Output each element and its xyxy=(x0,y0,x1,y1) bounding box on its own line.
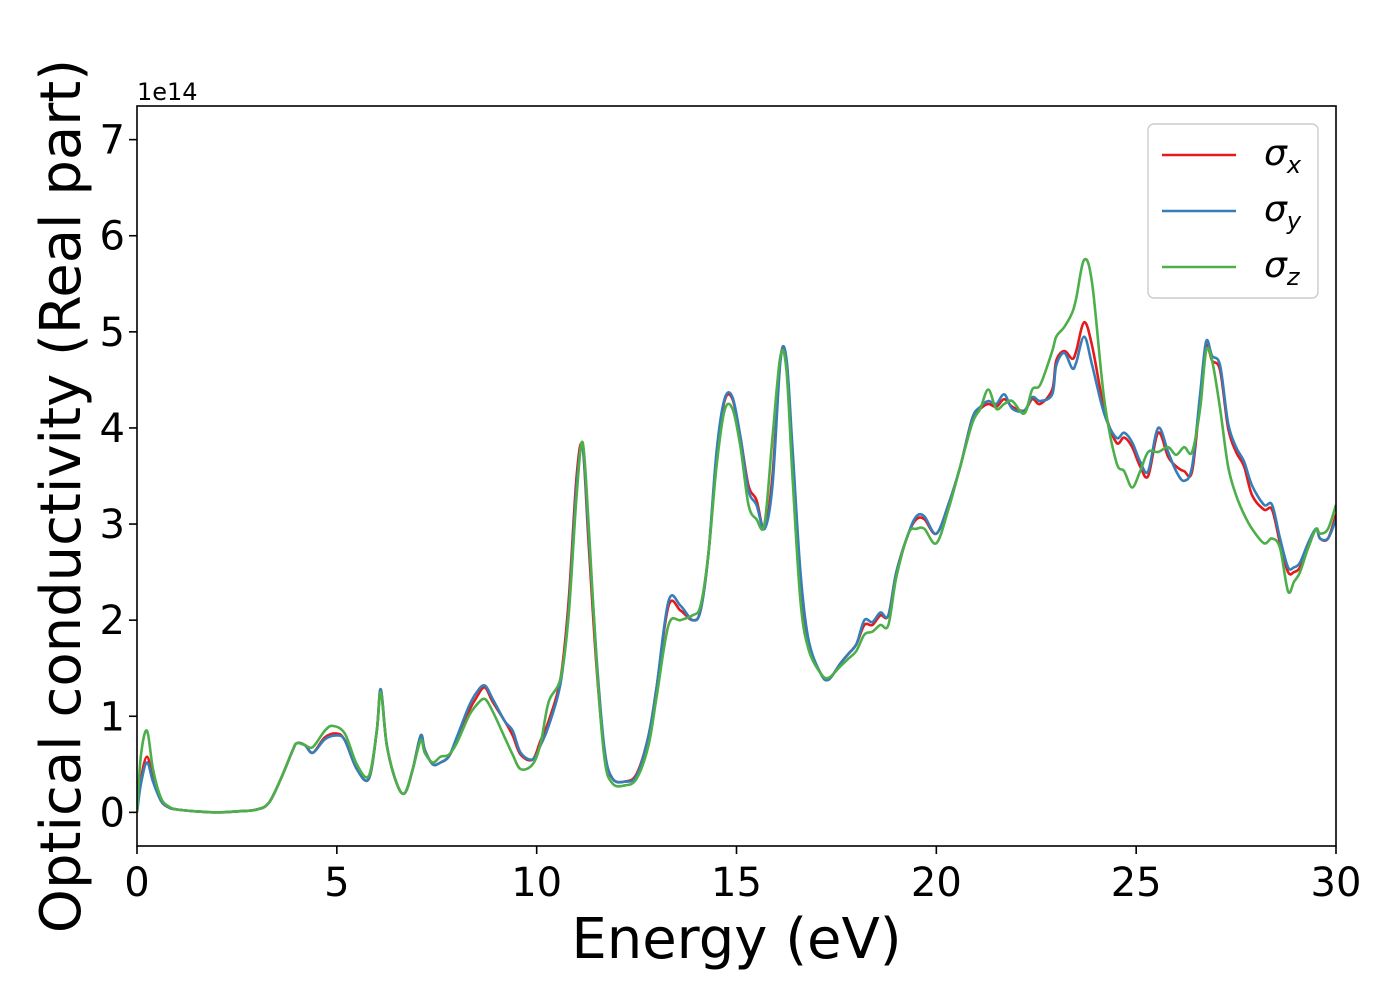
legend-symbol: σ xyxy=(1264,245,1288,286)
legend-subscript: z xyxy=(1286,263,1301,291)
y-tick-label: 6 xyxy=(100,214,125,260)
x-tick-label: 10 xyxy=(511,860,562,906)
y-tick-label: 2 xyxy=(100,598,125,644)
x-tick-label: 25 xyxy=(1111,860,1162,906)
y-tick-label: 3 xyxy=(100,502,125,548)
y-axis-offset-text: 1e14 xyxy=(137,78,198,106)
y-tick-label: 4 xyxy=(100,406,125,452)
y-tick-label: 5 xyxy=(100,310,125,356)
legend-subscript: y xyxy=(1286,207,1302,235)
y-axis: 0 1 2 3 4 5 6 7 xyxy=(100,118,137,836)
x-tick-label: 20 xyxy=(911,860,962,906)
legend-symbol: σ xyxy=(1264,133,1288,174)
x-tick-label: 30 xyxy=(1311,860,1362,906)
x-tick-label: 15 xyxy=(711,860,762,906)
series-line-z xyxy=(137,257,1336,814)
y-axis-title: Optical conductivity (Real part) xyxy=(29,59,94,933)
legend-label-y: σy xyxy=(1264,189,1302,235)
x-tick-label: 5 xyxy=(324,860,349,906)
y-tick-label: 0 xyxy=(100,790,125,836)
x-tick-label: 0 xyxy=(124,860,149,906)
series-line-x xyxy=(137,320,1336,814)
legend-label-x: σx xyxy=(1264,133,1302,179)
y-tick-label: 1 xyxy=(100,694,125,740)
y-tick-label: 7 xyxy=(100,118,125,164)
x-axis: 0 5 10 15 20 25 30 xyxy=(124,846,1361,906)
legend-label-z: σz xyxy=(1264,245,1301,291)
series-line-y xyxy=(137,335,1336,814)
legend-symbol: σ xyxy=(1264,189,1288,230)
legend-subscript: x xyxy=(1286,151,1302,179)
series-layer xyxy=(137,257,1336,814)
x-axis-title: Energy (eV) xyxy=(571,907,901,972)
